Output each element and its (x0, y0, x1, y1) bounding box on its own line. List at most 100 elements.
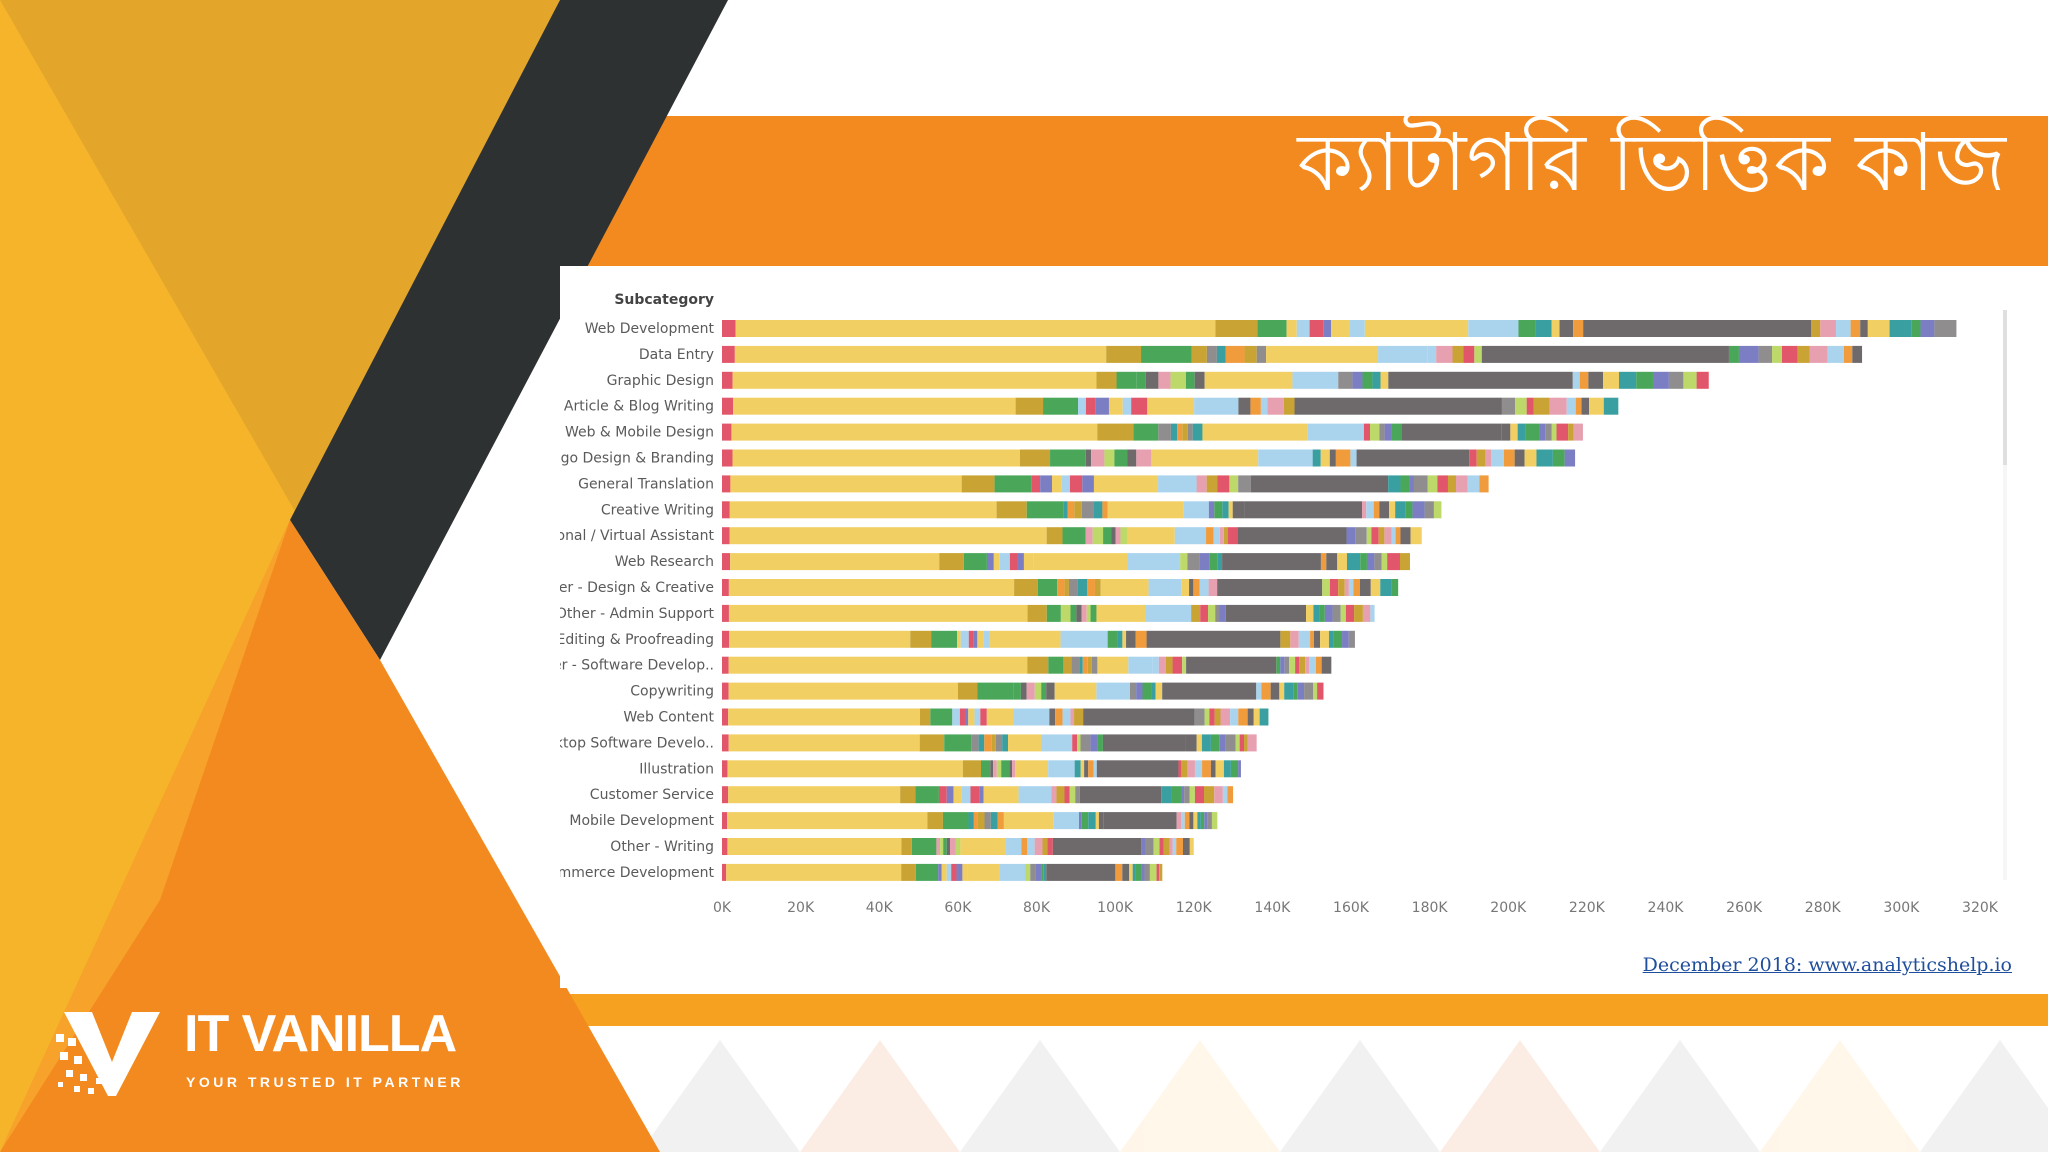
bar-segment[interactable] (1552, 449, 1565, 467)
bar-segment[interactable] (1463, 345, 1475, 363)
bar-segment[interactable] (1228, 527, 1238, 545)
bar-segment[interactable] (1025, 863, 1031, 881)
bar-segment[interactable] (968, 630, 974, 648)
bar-segment[interactable] (1276, 656, 1281, 674)
bar-segment[interactable] (1126, 630, 1136, 648)
bar-segment[interactable] (1021, 838, 1028, 855)
bar-segment[interactable] (1618, 371, 1637, 389)
bar-segment[interactable] (722, 708, 729, 726)
bar-segment[interactable] (936, 838, 941, 855)
bar[interactable] (722, 397, 1619, 415)
bar-segment[interactable] (1222, 553, 1321, 571)
bar-segment[interactable] (1388, 475, 1401, 493)
bar[interactable] (722, 604, 1375, 622)
bar-segment[interactable] (1102, 734, 1186, 752)
bar-segment[interactable] (1194, 371, 1205, 389)
bar-segment[interactable] (1046, 527, 1063, 545)
bar-segment[interactable] (1098, 812, 1104, 830)
bar-segment[interactable] (1213, 527, 1220, 545)
bar-segment[interactable] (1196, 475, 1207, 493)
bar[interactable] (722, 786, 1234, 804)
bar-segment[interactable] (996, 760, 1002, 778)
bar-segment[interactable] (1142, 682, 1152, 700)
bar-segment[interactable] (1352, 371, 1363, 389)
bar-segment[interactable] (1108, 397, 1123, 415)
bar-segment[interactable] (1035, 863, 1042, 881)
bar-segment[interactable] (1114, 449, 1128, 467)
bar-segment[interactable] (1163, 838, 1170, 855)
bar-segment[interactable] (1103, 812, 1177, 830)
bar-segment[interactable] (1129, 863, 1133, 881)
bar-segment[interactable] (1201, 734, 1211, 752)
bar-segment[interactable] (1172, 656, 1183, 674)
bar-segment[interactable] (1094, 579, 1101, 596)
bar-segment[interactable] (1040, 475, 1052, 493)
bar-segment[interactable] (1342, 630, 1349, 648)
bar-segment[interactable] (1177, 423, 1183, 441)
bar-segment[interactable] (989, 630, 1061, 648)
bar-segment[interactable] (1355, 527, 1367, 545)
bar-segment[interactable] (938, 786, 947, 804)
bar-segment[interactable] (1120, 527, 1128, 545)
bar-segment[interactable] (1256, 345, 1267, 363)
bar-segment[interactable] (1180, 553, 1188, 571)
bar-segment[interactable] (1295, 656, 1300, 674)
bar[interactable] (722, 760, 1241, 778)
bar-segment[interactable] (1080, 734, 1091, 752)
bar-segment[interactable] (1095, 812, 1099, 830)
bar-segment[interactable] (983, 630, 990, 648)
bar-segment[interactable] (729, 527, 1047, 545)
bar-segment[interactable] (1187, 423, 1193, 441)
bar-segment[interactable] (1092, 527, 1104, 545)
bar-segment[interactable] (1085, 397, 1096, 415)
bar-segment[interactable] (1165, 656, 1173, 674)
bar-segment[interactable] (1210, 734, 1220, 752)
bar-segment[interactable] (953, 786, 962, 804)
bar-segment[interactable] (1437, 475, 1448, 493)
bar-segment[interactable] (1329, 449, 1336, 467)
bar[interactable] (722, 501, 1442, 519)
bar-segment[interactable] (1238, 475, 1251, 493)
bar-segment[interactable] (1238, 760, 1241, 778)
bar-segment[interactable] (1738, 345, 1759, 363)
bar-segment[interactable] (1002, 734, 1009, 752)
bar-segment[interactable] (730, 553, 940, 571)
bar-segment[interactable] (1191, 345, 1207, 363)
bar-segment[interactable] (1003, 812, 1054, 830)
bar-segment[interactable] (1427, 475, 1438, 493)
bar-segment[interactable] (1324, 604, 1333, 622)
bar-segment[interactable] (984, 734, 992, 752)
bar-segment[interactable] (1867, 320, 1890, 337)
bar-segment[interactable] (1348, 630, 1355, 648)
bar-segment[interactable] (1186, 656, 1277, 674)
bar-segment[interactable] (1399, 553, 1410, 571)
bar-segment[interactable] (1189, 786, 1195, 804)
bar-segment[interactable] (1230, 708, 1239, 726)
bar-segment[interactable] (1652, 371, 1669, 389)
bar-segment[interactable] (1153, 838, 1160, 855)
bar-segment[interactable] (1064, 579, 1069, 596)
bar-segment[interactable] (1169, 838, 1173, 855)
bar-segment[interactable] (1322, 579, 1330, 596)
bar-segment[interactable] (1297, 682, 1305, 700)
bar-segment[interactable] (1843, 345, 1853, 363)
bar-segment[interactable] (1256, 682, 1262, 700)
bar-segment[interactable] (999, 863, 1026, 881)
bar-segment[interactable] (1344, 579, 1349, 596)
bar-segment[interactable] (1158, 656, 1166, 674)
bar-segment[interactable] (1129, 682, 1137, 700)
bar-segment[interactable] (1012, 760, 1016, 778)
bar-segment[interactable] (1151, 449, 1259, 467)
bar-segment[interactable] (1238, 397, 1251, 415)
bar-segment[interactable] (970, 786, 980, 804)
bar-segment[interactable] (1395, 527, 1401, 545)
bar-segment[interactable] (1244, 345, 1257, 363)
bar-segment[interactable] (1064, 786, 1070, 804)
bar[interactable] (722, 553, 1410, 571)
bar-segment[interactable] (1353, 579, 1360, 596)
bar-segment[interactable] (1009, 553, 1018, 571)
bar-segment[interactable] (1122, 397, 1132, 415)
bar-segment[interactable] (1178, 760, 1182, 778)
bar-segment[interactable] (1280, 656, 1285, 674)
bar-segment[interactable] (1097, 734, 1103, 752)
